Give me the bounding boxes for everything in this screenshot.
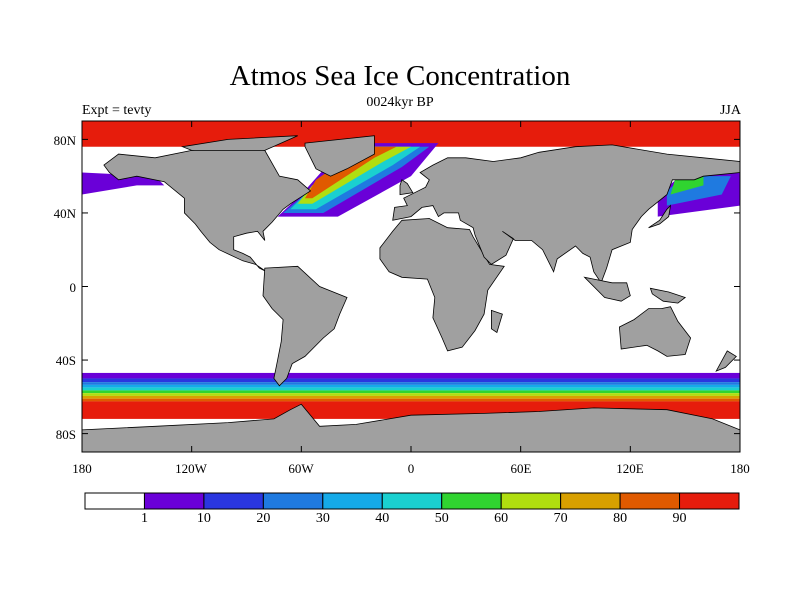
antarctica bbox=[81, 403, 741, 453]
lat-tick-label: 80N bbox=[53, 133, 76, 148]
experiment-label: Expt = tevty bbox=[82, 103, 152, 118]
colorbar-box bbox=[560, 492, 621, 510]
colorbar-box bbox=[262, 492, 324, 510]
new-zealand bbox=[715, 350, 737, 372]
japan bbox=[648, 204, 672, 229]
southern-ice-band bbox=[82, 384, 740, 388]
north-atlantic-ice bbox=[297, 146, 411, 204]
uk bbox=[399, 179, 414, 196]
colorbar-label: 1 bbox=[140, 511, 148, 526]
lat-tick-label: 80S bbox=[55, 427, 76, 442]
page-subtitle: 0024kyr BP bbox=[366, 95, 434, 110]
south-america bbox=[262, 265, 348, 387]
colorbar-box bbox=[322, 492, 383, 510]
eurasia bbox=[392, 144, 741, 284]
arctic-islands bbox=[181, 135, 298, 151]
colorbar-label: 90 bbox=[672, 511, 687, 526]
lon-tick-label: 180 bbox=[730, 461, 750, 476]
colorbar bbox=[84, 492, 740, 510]
lon-tick-label: 60W bbox=[288, 461, 314, 476]
north-america bbox=[103, 146, 312, 273]
north-atlantic-ice bbox=[304, 146, 397, 199]
lat-tick-label: 40S bbox=[55, 353, 76, 368]
southern-ice-band bbox=[82, 395, 740, 399]
australia bbox=[618, 306, 692, 357]
colorbar-label: 10 bbox=[196, 511, 211, 526]
colorbar-box bbox=[143, 492, 205, 510]
colorbar-label: 80 bbox=[613, 511, 628, 526]
lat-tick-label: 40N bbox=[53, 206, 76, 221]
page-title: Atmos Sea Ice Concentration bbox=[229, 60, 571, 92]
southern-ice-band bbox=[82, 378, 740, 383]
southern-ice-band bbox=[82, 398, 740, 402]
pacific-ice bbox=[82, 172, 165, 195]
colorbar-label: 50 bbox=[434, 511, 449, 526]
southern-ice-band bbox=[82, 382, 740, 385]
colorbar-box bbox=[500, 492, 562, 510]
madagascar bbox=[490, 309, 503, 334]
southern-ice-band bbox=[82, 390, 740, 394]
southern-ice-band bbox=[82, 387, 740, 391]
tick-marks bbox=[81, 121, 741, 452]
lon-tick-label: 0 bbox=[407, 461, 415, 476]
lon-tick-label: 120E bbox=[616, 461, 644, 476]
southern-ice-band bbox=[82, 372, 740, 379]
colorbar-box bbox=[381, 492, 443, 510]
colorbar-label: 30 bbox=[315, 511, 330, 526]
colorbar-label: 60 bbox=[494, 511, 509, 526]
colorbar-box bbox=[84, 492, 145, 510]
land-layer bbox=[81, 135, 741, 453]
lon-tick-label: 180 bbox=[72, 461, 92, 476]
colorbar-box bbox=[203, 492, 264, 510]
colorbar-label: 20 bbox=[256, 511, 271, 526]
africa bbox=[379, 218, 505, 352]
indonesia bbox=[583, 276, 631, 302]
colorbar-box bbox=[679, 492, 740, 510]
colorbar-box bbox=[441, 492, 502, 510]
lon-tick-label: 120W bbox=[175, 461, 207, 476]
new-guinea bbox=[649, 287, 687, 304]
colorbar-box bbox=[619, 492, 681, 510]
season-label: JJA bbox=[719, 103, 741, 118]
southern-ice-band bbox=[82, 393, 740, 396]
greenland bbox=[304, 135, 375, 177]
pacific-ice bbox=[670, 176, 704, 195]
lon-tick-label: 60E bbox=[510, 461, 532, 476]
lat-tick-label: 0 bbox=[69, 280, 77, 295]
colorbar-label: 70 bbox=[553, 511, 568, 526]
colorbar-label: 40 bbox=[375, 511, 390, 526]
